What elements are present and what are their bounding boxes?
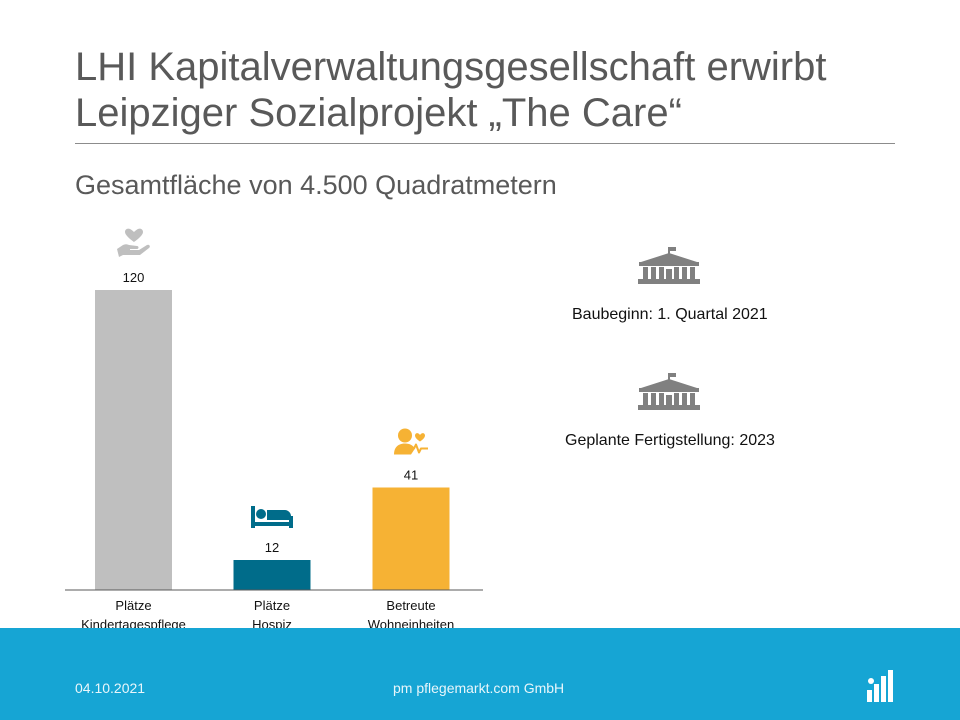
page-subtitle: Gesamtfläche von 4.500 Quadratmetern bbox=[75, 170, 557, 200]
data-label-2: 12 bbox=[265, 540, 279, 555]
category-label-3-line-1: Betreute bbox=[386, 598, 435, 613]
construction-start-text: Baubeginn: 1. Quartal 2021 bbox=[572, 306, 768, 323]
bar-1 bbox=[95, 290, 172, 590]
title-line-2: Leipziger Sozialprojekt „The Care“ bbox=[75, 91, 682, 135]
building-icon bbox=[638, 247, 700, 284]
footer-date: 04.10.2021 bbox=[75, 680, 146, 696]
bar-3 bbox=[372, 487, 450, 590]
building-icon bbox=[638, 373, 700, 410]
company-logo bbox=[867, 670, 893, 702]
category-label-2-line-1: Plätze bbox=[254, 598, 290, 613]
title-divider bbox=[75, 143, 895, 144]
title-line-1: LHI Kapitalverwaltungsgesellschaft erwir… bbox=[75, 45, 827, 89]
data-label-1: 120 bbox=[123, 270, 145, 285]
person-care-icon bbox=[394, 428, 428, 455]
bar-2 bbox=[233, 560, 311, 590]
bed-icon bbox=[251, 506, 293, 528]
page-title: LHI Kapitalverwaltungsgesellschaft erwir… bbox=[75, 44, 915, 136]
planned-completion-text: Geplante Fertigstellung: 2023 bbox=[565, 432, 775, 449]
footer-bar: 04.10.2021 pm pflegemarkt.com GmbH bbox=[0, 628, 960, 720]
heart-hand-icon bbox=[117, 228, 150, 257]
data-label-3: 41 bbox=[404, 468, 418, 483]
category-label-1-line-1: Plätze bbox=[115, 598, 151, 613]
footer-company: pm pflegemarkt.com GmbH bbox=[393, 680, 565, 696]
